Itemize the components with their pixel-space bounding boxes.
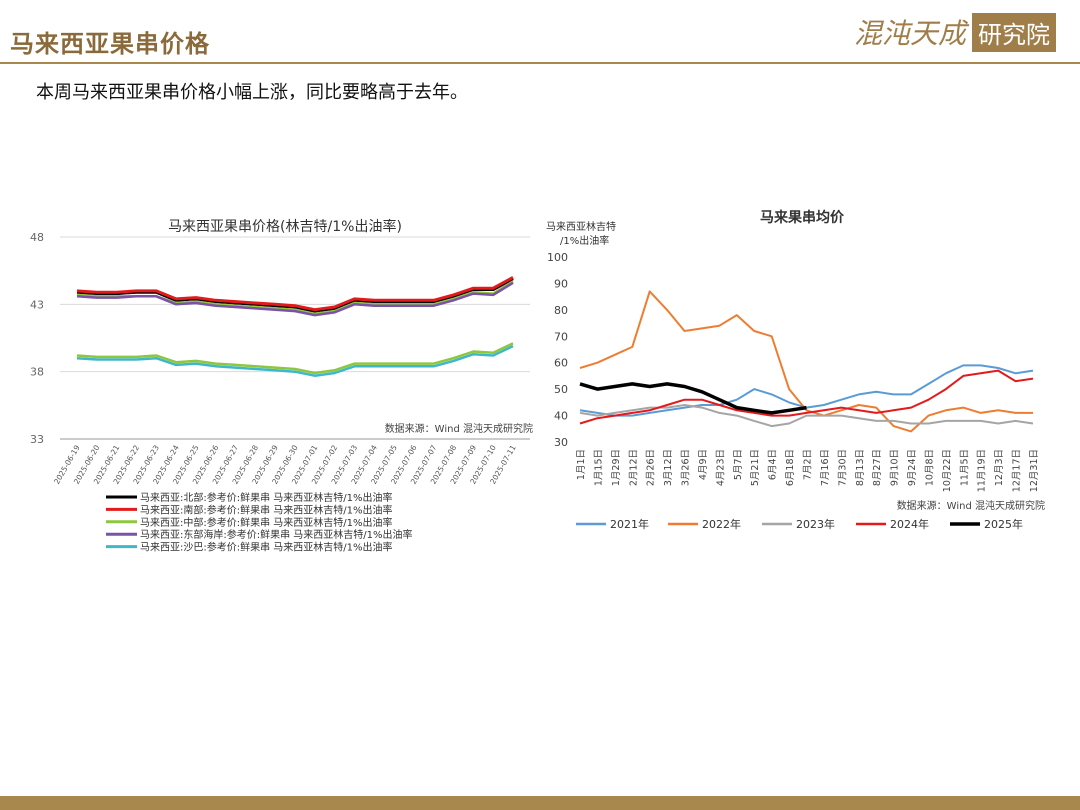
- chart2-x-tick: 12月3日: [994, 449, 1005, 486]
- chart2-x-tick: 9月10日: [890, 449, 901, 486]
- chart2-x-tick: 6月18日: [785, 449, 796, 486]
- chart2-x-tick: 11月5日: [959, 449, 970, 486]
- chart2-series-line: [579, 290, 1033, 433]
- chart2-x-tick: 5月7日: [733, 449, 744, 480]
- chart2-x-tick: 12月17日: [1012, 449, 1023, 492]
- chart2-x-tick: 8月27日: [872, 449, 883, 486]
- chart2-legend-label: 2025年: [984, 517, 1023, 531]
- logo-text: 混沌天成: [853, 17, 966, 50]
- chart1-series-line: [76, 342, 514, 375]
- chart2-series-line: [579, 382, 807, 415]
- chart1-y-tick: 43: [30, 298, 44, 311]
- chart1-source: 数据来源：Wind 混沌天成研究院: [385, 422, 533, 435]
- chart2-x-tick: 5月21日: [750, 449, 761, 486]
- chart2-x-tick: 1月15日: [593, 449, 604, 486]
- brand-logo: 混沌天成 研究院: [854, 10, 1056, 54]
- footer-bar: [0, 796, 1080, 810]
- logo-box-text: 研究院: [972, 12, 1056, 52]
- chart2-source: 数据来源：Wind 混沌天成研究院: [897, 499, 1045, 512]
- chart2-y-tick: 90: [554, 277, 568, 290]
- chart1-legend-label: 马来西亚:沙巴:参考价:鲜果串 马来西亚林吉特/1%出油率: [140, 541, 393, 554]
- chart2-x-tick: 1月1日: [576, 449, 587, 480]
- page-title: 马来西亚果串价格: [10, 30, 210, 58]
- chart2-y-tick: 100: [547, 251, 568, 264]
- chart2-y-tick: 50: [554, 383, 568, 396]
- chart2-y-tick: 60: [554, 357, 568, 370]
- chart2-x-tick: 2月12日: [628, 449, 639, 486]
- chart1-legend-label: 马来西亚:东部海岸:参考价:鲜果串 马来西亚林吉特/1%出油率: [140, 528, 413, 541]
- chart2-x-tick: 3月26日: [681, 449, 692, 486]
- chart2-y-tick: 40: [554, 410, 568, 423]
- chart2-x-tick: 12月31日: [1029, 449, 1040, 492]
- chart2-x-tick: 1月29日: [611, 449, 622, 486]
- chart1-y-tick: 48: [30, 231, 44, 244]
- chart2-x-tick: 8月13日: [855, 449, 866, 486]
- chart1-series-line: [76, 276, 514, 312]
- chart2-x-tick: 3月12日: [663, 449, 674, 486]
- chart1-legend-label: 马来西亚:中部:参考价:鲜果串 马来西亚林吉特/1%出油率: [140, 516, 393, 529]
- chart2-y-tick: 30: [554, 436, 568, 449]
- chart2-title: 马来果串均价: [760, 209, 845, 226]
- chart2-x-tick: 4月23日: [715, 449, 726, 486]
- chart2-x-tick: 2月26日: [646, 449, 657, 486]
- chart2-x-tick: 10月22日: [942, 449, 953, 492]
- chart2-x-tick: 7月16日: [820, 449, 831, 486]
- chart1-y-tick: 33: [30, 433, 44, 446]
- chart2-yunit-line2: /1%出油率: [560, 234, 609, 247]
- chart2-legend-label: 2023年: [796, 517, 835, 531]
- chart2-x-tick: 4月9日: [698, 449, 709, 480]
- chart2-x-tick: 9月24日: [907, 449, 918, 486]
- chart2-series-line: [579, 369, 1034, 425]
- chart1-y-tick: 38: [30, 366, 44, 379]
- chart2-legend-label: 2024年: [890, 517, 929, 531]
- chart2-x-tick: 7月2日: [803, 449, 814, 480]
- header-divider: [0, 62, 1080, 64]
- chart2-x-tick: 10月8日: [924, 449, 935, 486]
- chart2-legend-label: 2022年: [702, 517, 741, 531]
- fresh-fruit-bunch-average-chart: 马来果串均价 马来西亚林吉特 /1%出油率 10090807060504030 …: [546, 209, 1045, 531]
- chart2-x-tick: 6月4日: [768, 449, 779, 480]
- chart2-legend-label: 2021年: [610, 517, 649, 531]
- chart1-legend-label: 马来西亚:南部:参考价:鲜果串 马来西亚林吉特/1%出油率: [140, 503, 393, 516]
- summary-text: 本周马来西亚果串价格小幅上涨，同比要略高于去年。: [36, 82, 468, 103]
- chart2-yunit-line1: 马来西亚林吉特: [546, 220, 616, 233]
- chart1-legend-label: 马来西亚:北部:参考价:鲜果串 马来西亚林吉特/1%出油率: [140, 491, 393, 504]
- chart2-y-tick: 70: [554, 330, 568, 343]
- chart1-title: 马来西亚果串价格(林吉特/1%出油率): [168, 218, 402, 235]
- chart2-x-tick: 7月30日: [837, 449, 848, 486]
- chart2-x-tick: 11月19日: [977, 449, 988, 492]
- chart2-y-tick: 80: [554, 304, 568, 317]
- chart1-series-line: [76, 281, 514, 317]
- chart1-series-line: [76, 344, 514, 377]
